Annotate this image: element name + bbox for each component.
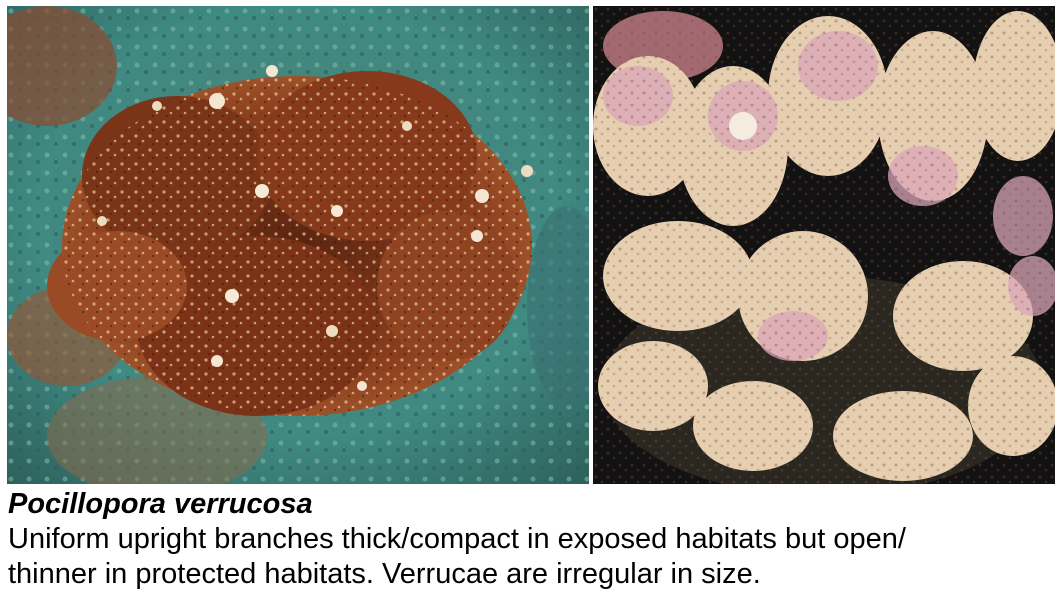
coral-colony-brown	[47, 65, 533, 416]
coral-photo-exposed-habitat	[7, 6, 589, 484]
caption: Pocillopora verrucosa Uniform upright br…	[8, 486, 1058, 592]
description-line-2: thinner in protected habitats. Verrucae …	[8, 558, 761, 590]
coral-photo-protected-habitat	[593, 6, 1055, 484]
description-line-1: Uniform upright branches thick/compact i…	[8, 523, 906, 555]
species-name: Pocillopora verrucosa	[8, 488, 313, 520]
coral-branches-pale	[593, 6, 1055, 484]
